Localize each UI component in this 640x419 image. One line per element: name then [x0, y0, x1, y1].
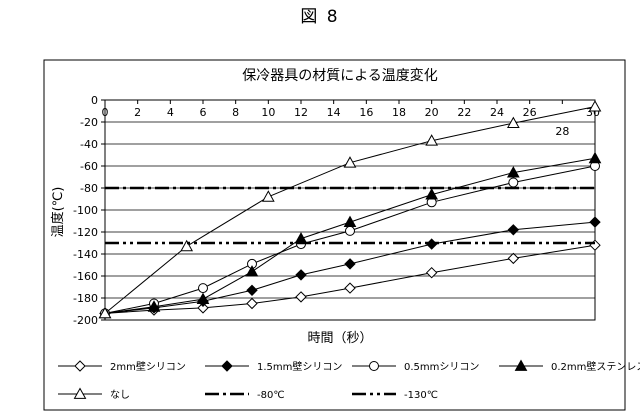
- data-point: [221, 360, 233, 372]
- data-point: [73, 387, 87, 399]
- x-tick-label: 8: [232, 106, 239, 119]
- data-point: [343, 156, 357, 168]
- legend-label: なし: [110, 389, 130, 401]
- data-point: [344, 258, 356, 270]
- y-tick-label: -140: [73, 248, 98, 261]
- legend-item: -80℃: [205, 390, 285, 401]
- legend: 2mm壁シリコン 1.5mm壁シリコン 0.5mmシリコン 0.2mm壁ステンレスなし…: [58, 359, 640, 401]
- data-point: [508, 177, 519, 188]
- legend-item: 1.5mm壁シリコン: [205, 360, 342, 373]
- data-point: [74, 360, 86, 372]
- x-tick-label: 10: [261, 106, 275, 119]
- data-point: [345, 225, 355, 236]
- data-point: [98, 306, 112, 319]
- y-tick-label: -160: [73, 270, 98, 283]
- y-axis-label: 温度(℃): [50, 187, 66, 238]
- data-point: [261, 190, 275, 202]
- data-point: [506, 166, 520, 178]
- data-point: [147, 300, 161, 312]
- x-tick-label: 22: [457, 106, 471, 119]
- chart-title: 保冷器具の材質による温度変化: [242, 67, 438, 84]
- data-point: [588, 151, 602, 164]
- x-tick-label: 16: [359, 106, 373, 119]
- y-tick-label: -100: [73, 204, 98, 217]
- y-tick-label: -40: [80, 138, 98, 151]
- y-tick-label: -80: [80, 182, 98, 195]
- x-tick-label: 4: [167, 106, 174, 119]
- data-point: [506, 116, 520, 128]
- legend-label: 0.2mm壁ステンレス: [551, 360, 640, 373]
- data-point: [180, 239, 194, 252]
- x-tick-label: 28: [555, 125, 569, 138]
- x-tick-label: 24: [490, 106, 504, 119]
- legend-item: 0.5mmシリコン: [352, 361, 479, 373]
- data-point: [425, 134, 439, 146]
- series-4: [98, 100, 602, 319]
- legend-label: 2mm壁シリコン: [110, 360, 186, 373]
- x-tick-label: 12: [294, 106, 308, 119]
- x-tick-label: 20: [425, 106, 439, 119]
- y-tick-label: -200: [73, 314, 98, 327]
- legend-item: なし: [58, 387, 130, 401]
- legend-item: 0.2mm壁ステンレス: [499, 359, 640, 373]
- data-point: [245, 265, 259, 277]
- legend-item: 2mm壁シリコン: [58, 360, 186, 373]
- x-tick-label: 0: [102, 106, 109, 119]
- data-point: [425, 188, 439, 200]
- x-tick-label: 26: [523, 106, 537, 119]
- data-point: [295, 269, 307, 281]
- data-point: [588, 100, 602, 112]
- x-tick-label: 14: [327, 106, 341, 119]
- y-tick-label: -60: [80, 160, 98, 173]
- data-point: [507, 224, 520, 236]
- data-point: [514, 359, 528, 371]
- data-point: [196, 292, 210, 304]
- legend-label: 1.5mm壁シリコン: [257, 360, 342, 373]
- data-point: [589, 216, 601, 228]
- legend-label: -130℃: [404, 390, 438, 401]
- data-point: [246, 297, 258, 310]
- figure-label: 図 8: [300, 7, 340, 27]
- series-layer: [98, 100, 602, 320]
- x-tick-label: 2: [134, 106, 141, 119]
- y-tick-label: -180: [73, 292, 98, 305]
- data-point: [369, 361, 379, 371]
- legend-label: 0.5mmシリコン: [404, 362, 479, 373]
- legend-label: -80℃: [257, 390, 285, 401]
- y-tick-label: -120: [73, 226, 98, 239]
- data-point: [295, 291, 307, 303]
- x-axis-label: 時間（秒）: [307, 331, 372, 346]
- y-tick-label: 0: [91, 94, 98, 107]
- data-point: [343, 215, 357, 227]
- x-tick-label: 6: [200, 106, 207, 119]
- data-point: [344, 282, 356, 294]
- data-point: [198, 283, 208, 294]
- x-tick-label: 18: [392, 106, 406, 119]
- data-point: [197, 302, 209, 314]
- data-point: [246, 284, 258, 297]
- y-tick-label: -20: [80, 116, 98, 129]
- data-point: [507, 252, 520, 265]
- legend-item: -130℃: [352, 390, 438, 401]
- data-point: [425, 266, 438, 279]
